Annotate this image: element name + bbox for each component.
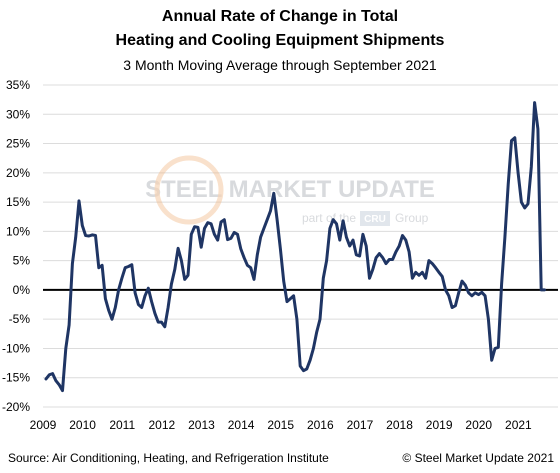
x-tick-label: 2012 [148,418,175,432]
y-tick-label: 15% [6,195,30,209]
x-tick-label: 2009 [30,418,57,432]
source-note: Source: Air Conditioning, Heating, and R… [8,451,329,465]
y-tick-label: 5% [13,254,31,268]
y-tick-label: 30% [6,107,30,121]
x-tick-label: 2018 [386,418,413,432]
y-tick-label: 10% [6,224,30,238]
x-tick-label: 2013 [188,418,215,432]
y-tick-label: -5% [9,312,31,326]
x-tick-label: 2014 [228,418,255,432]
watermark-logo: STEEL MARKET UPDATE part of the CRU Grou… [145,155,435,226]
y-axis-ticks: -20% -15% -10% -5% 0% 5% 10% 15% 20% 25% 30% 35% [2,78,30,414]
x-axis-ticks: 2009 2010 2011 2012 2013 2014 2015 2016 2017 2018… [30,418,532,432]
y-tick-label: 35% [6,78,30,92]
chart-subtitle: 3 Month Moving Average through September… [123,57,437,73]
watermark-swoosh-icon [154,155,224,225]
x-tick-label: 2015 [267,418,294,432]
series-line [44,101,546,393]
copyright-note: © Steel Market Update 2021 [402,451,554,465]
watermark-tag-prefix: part of the [302,211,356,225]
grid-lines [43,84,558,408]
x-tick-label: 2021 [505,418,532,432]
y-tick-label: 25% [6,137,30,151]
x-tick-label: 2019 [426,418,453,432]
watermark-cru-badge [360,211,390,226]
x-tick-label: 2016 [307,418,334,432]
y-tick-label: -20% [2,400,30,414]
x-tick-label: 2020 [465,418,492,432]
y-tick-label: -10% [2,341,30,355]
y-tick-label: 20% [6,166,30,180]
watermark-brand: STEEL MARKET UPDATE [145,176,435,203]
x-tick-label: 2017 [347,418,374,432]
watermark-cru-text: CRU [364,214,386,225]
watermark-tag-suffix: Group [395,211,429,225]
y-tick-label: 0% [13,283,31,297]
chart-title-line-1: Annual Rate of Change in Total [161,8,399,25]
x-tick-label: 2010 [69,418,96,432]
chart-title-line-2: Heating and Cooling Equipment Shipments [115,32,445,49]
y-tick-label: -15% [2,371,30,385]
x-tick-label: 2011 [109,418,135,432]
